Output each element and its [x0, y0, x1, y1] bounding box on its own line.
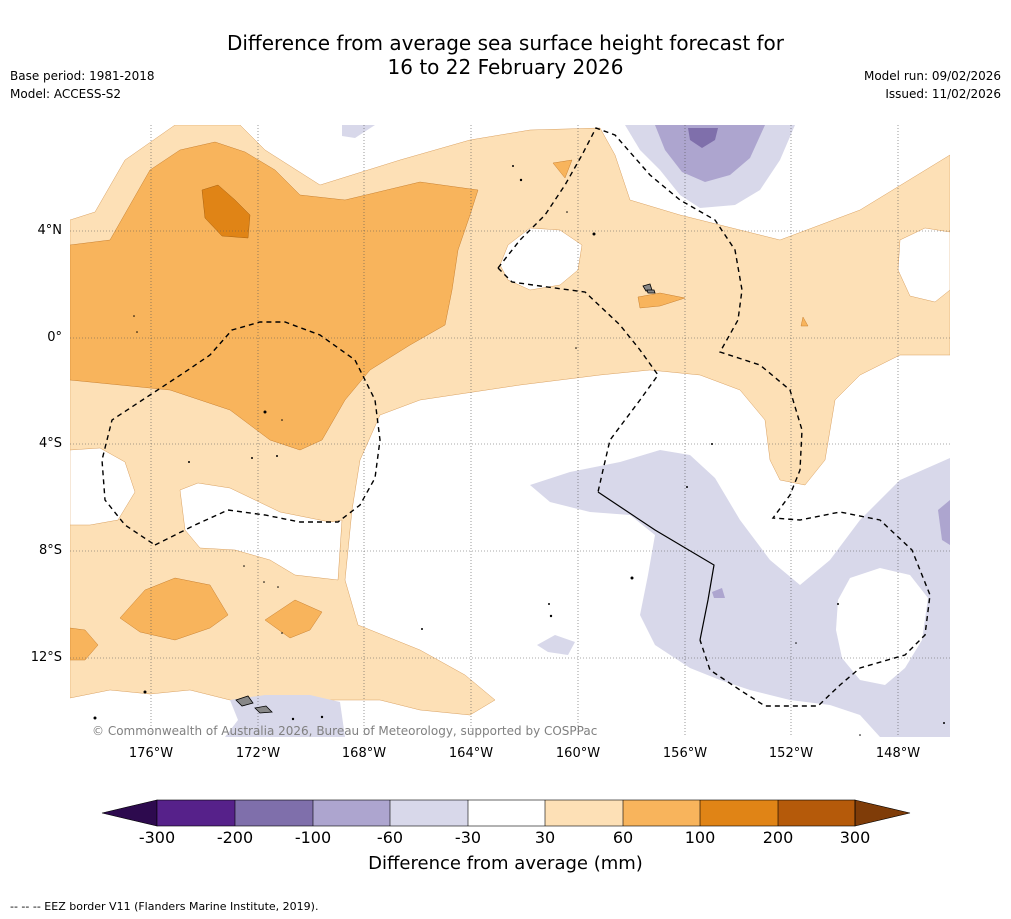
colorbar-tick: -100	[294, 828, 332, 847]
eez-footnote: -- -- -- EEZ border V11 (Flanders Marine…	[10, 900, 319, 913]
colorbar-swatch	[545, 800, 623, 826]
lat-label: 4°N	[37, 223, 63, 238]
lat-label: 12°S	[30, 650, 62, 665]
colorbar-tick: -60	[376, 828, 404, 847]
base-period: Base period: 1981-2018	[10, 69, 155, 83]
lon-label: 156°W	[662, 746, 708, 761]
anomaly-100-200-region	[201, 184, 251, 239]
colorbar-swatch	[313, 800, 390, 826]
colorbar-tick: 300	[839, 828, 871, 847]
colorbar-tick: -200	[216, 828, 254, 847]
meta-right: Model run: 09/02/2026 Issued: 11/02/2026	[864, 67, 1001, 103]
neutral-region-south	[836, 568, 928, 685]
copyright-notice: © Commonwealth of Australia 2026, Bureau…	[92, 724, 598, 738]
map-area	[70, 125, 950, 737]
lat-label: 4°S	[38, 436, 62, 451]
colorbar-swatch	[468, 800, 545, 826]
eez-borders	[101, 127, 931, 707]
colorbar-title: Difference from average (mm)	[368, 853, 643, 874]
lon-label: 168°W	[341, 746, 387, 761]
map-title: Difference from average sea surface heig…	[0, 31, 1011, 79]
colorbar-swatch	[157, 800, 235, 826]
lon-label: 160°W	[555, 746, 601, 761]
colorbar-tick: 60	[612, 828, 634, 847]
eez-solid-border	[597, 491, 715, 641]
lon-label: 152°W	[768, 746, 814, 761]
colorbar-swatch	[778, 800, 855, 826]
colorbar-swatch	[623, 800, 700, 826]
colorbar-tick: 200	[762, 828, 794, 847]
colorbar-swatch	[390, 800, 468, 826]
colorbar-extend-high	[854, 799, 911, 827]
islands	[235, 283, 656, 714]
lon-label: 176°W	[128, 746, 174, 761]
model-name: Model: ACCESS-S2	[10, 87, 122, 101]
lon-label: 148°W	[875, 746, 921, 761]
lon-label: 172°W	[235, 746, 281, 761]
anomaly-60-100-region	[70, 141, 809, 661]
colorbar-tick: 100	[684, 828, 716, 847]
colorbar-tick: -300	[138, 828, 176, 847]
title-line-2: 16 to 22 February 2026	[387, 55, 624, 79]
neutral-region	[70, 227, 950, 581]
model-run: Model run: 09/02/2026	[863, 69, 1001, 83]
colorbar-tick: -30	[454, 828, 482, 847]
issued-date: Issued: 11/02/2026	[885, 87, 1001, 101]
colorbar-swatch	[700, 800, 778, 826]
graticule	[70, 125, 950, 737]
lon-label: 164°W	[448, 746, 494, 761]
lat-label: 8°S	[38, 543, 62, 558]
title-line-1: Difference from average sea surface heig…	[226, 31, 785, 55]
colorbar-extend-low	[101, 799, 158, 827]
anomaly-minus60-minus100-region	[655, 125, 950, 598]
small-islands	[93, 165, 945, 736]
colorbar-swatch	[235, 800, 313, 826]
colorbar	[101, 799, 911, 827]
colorbar-tick: 30	[534, 828, 556, 847]
anomaly-minus100-minus200-region	[688, 128, 718, 148]
meta-left: Base period: 1981-2018 Model: ACCESS-S2	[10, 67, 155, 103]
lat-label: 0°	[47, 330, 62, 345]
